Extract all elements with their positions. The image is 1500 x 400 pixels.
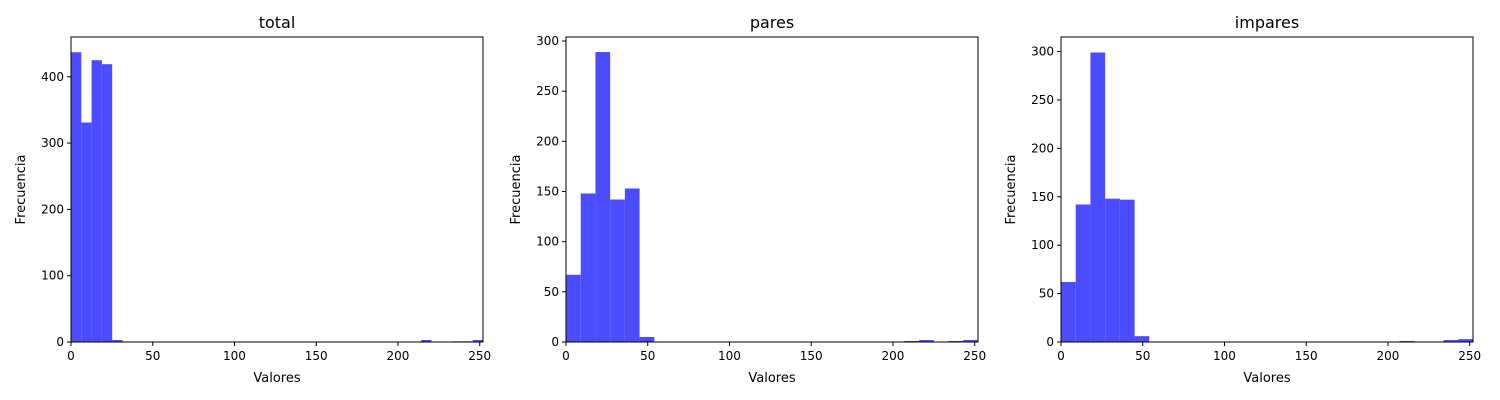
y-axis-label: Frecuencia: [509, 155, 524, 225]
bar: [1119, 199, 1135, 342]
bar: [963, 339, 978, 342]
x-tick-label: 0: [1057, 349, 1065, 363]
y-tick-label: 0: [1046, 335, 1054, 349]
chart-title: total: [259, 13, 296, 32]
bar: [71, 52, 82, 342]
x-tick-label: 150: [305, 349, 328, 363]
bar: [91, 60, 102, 343]
bar: [1075, 204, 1091, 342]
x-tick-label: 150: [1295, 349, 1318, 363]
bar: [639, 336, 655, 342]
plot-frame: [1060, 36, 1474, 343]
bar: [1105, 198, 1120, 342]
x-tick-label: 50: [145, 349, 160, 363]
bar: [919, 339, 934, 342]
x-tick-label: 100: [1213, 349, 1236, 363]
plot-frame: [70, 36, 484, 343]
x-tick-label: 50: [640, 349, 655, 363]
x-tick-label: 0: [67, 349, 75, 363]
bar: [580, 193, 596, 342]
x-axis-label: Valores: [1243, 371, 1290, 386]
y-tick-label: 0: [551, 335, 559, 349]
bar: [948, 340, 964, 342]
y-tick-label: 0: [56, 335, 64, 349]
x-tick-label: 200: [1377, 349, 1400, 363]
bar: [1458, 339, 1473, 342]
y-tick-label: 150: [1031, 190, 1054, 204]
y-tick-label: 200: [41, 202, 64, 216]
chart-pares: 0 50 100 150 200 250 0 50 100 150 200 250 300 pares Va…: [509, 13, 986, 386]
y-tick-label: 200: [1031, 141, 1054, 155]
y-tick-label: 50: [544, 285, 559, 299]
charts-root: 0 50 100 150 200 250 0 100 200 300 400 total Valores…: [14, 13, 1481, 386]
chart-title: impares: [1235, 13, 1299, 32]
bar: [624, 188, 640, 342]
x-tick-label: 200: [882, 349, 905, 363]
bar: [1443, 340, 1459, 342]
x-axis-label: Valores: [748, 371, 795, 386]
bar: [610, 199, 625, 342]
bar: [472, 340, 483, 342]
bar: [112, 340, 123, 342]
bar: [1090, 52, 1106, 342]
chart-impares: 0 50 100 150 200 250 0 50 100 150 200 250 300 impares…: [1004, 13, 1481, 386]
x-tick-label: 100: [718, 349, 741, 363]
bar: [81, 122, 92, 342]
x-tick-label: 250: [963, 349, 986, 363]
y-tick-label: 100: [536, 235, 559, 249]
bar: [101, 64, 113, 342]
y-tick-label: 300: [536, 34, 559, 48]
bar: [904, 340, 920, 342]
y-axis-label: Frecuencia: [1004, 155, 1019, 225]
chart-total: 0 50 100 150 200 250 0 100 200 300 400 total Valores…: [14, 13, 491, 386]
x-tick-label: 0: [562, 349, 570, 363]
y-tick-label: 250: [536, 84, 559, 98]
y-tick-label: 300: [41, 136, 64, 150]
y-tick-label: 100: [41, 269, 64, 283]
y-tick-label: 50: [1039, 287, 1054, 301]
bar: [1061, 281, 1076, 342]
chart-title: pares: [750, 13, 794, 32]
x-tick-label: 250: [1458, 349, 1481, 363]
bar: [1134, 336, 1150, 342]
y-tick-label: 200: [536, 134, 559, 148]
y-tick-label: 400: [41, 70, 64, 84]
y-axis-label: Frecuencia: [14, 155, 29, 225]
bar: [595, 52, 611, 342]
y-tick-label: 150: [536, 185, 559, 199]
x-tick-label: 200: [387, 349, 410, 363]
bar: [566, 274, 581, 342]
x-tick-label: 150: [800, 349, 823, 363]
x-tick-label: 50: [1135, 349, 1150, 363]
x-tick-label: 100: [223, 349, 246, 363]
y-tick-label: 250: [1031, 93, 1054, 107]
plot-frame: [565, 36, 979, 343]
x-axis-label: Valores: [253, 371, 300, 386]
y-tick-label: 100: [1031, 238, 1054, 252]
x-tick-label: 250: [468, 349, 491, 363]
bar: [421, 340, 432, 342]
y-tick-label: 300: [1031, 45, 1054, 59]
